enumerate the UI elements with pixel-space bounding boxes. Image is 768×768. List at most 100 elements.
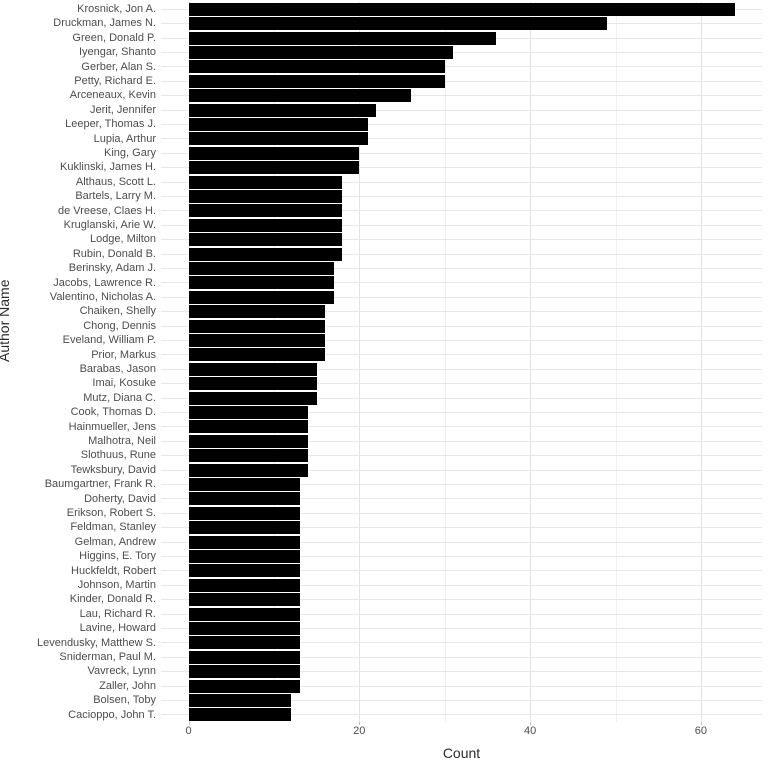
x-tick-mark-40	[530, 722, 532, 725]
y-tick-label: Iyengar, Shanto	[78, 46, 156, 59]
category-gridline	[161, 498, 762, 500]
y-tick-label: Doherty, David	[84, 492, 156, 505]
category-gridline	[161, 541, 762, 543]
y-tick-label: Kuklinski, James H.	[60, 161, 156, 174]
category-gridline	[161, 239, 762, 241]
bar-jacobs-lawrence-r	[188, 276, 334, 290]
category-gridline	[161, 570, 762, 572]
major-gridline-x-0	[188, 2, 190, 722]
bar-huckfeldt-robert	[188, 564, 300, 578]
bar-prior-markus	[188, 348, 326, 362]
bar-kruglanski-arie-w	[188, 218, 343, 232]
y-tick-label: Huckfeldt, Robert	[71, 564, 156, 577]
y-tick-label: Mutz, Diana C.	[83, 391, 156, 404]
bar-lau-richard-r	[188, 607, 300, 621]
x-axis-title: Count	[442, 745, 481, 761]
category-gridline	[161, 138, 762, 140]
category-gridline	[161, 311, 762, 313]
y-tick-label: Chaiken, Shelly	[79, 305, 156, 318]
major-gridline-x-20	[359, 2, 361, 722]
category-gridline	[161, 51, 762, 53]
y-tick-label: Leeper, Thomas J.	[65, 118, 156, 131]
x-tick-mark-20	[359, 722, 361, 725]
y-tick-label: Lavine, Howard	[79, 622, 156, 635]
y-tick-label: Rubin, Donald B.	[72, 247, 156, 260]
minor-gridline-x-10	[273, 2, 275, 722]
category-gridline	[161, 469, 762, 471]
bar-krosnick-jon-a	[188, 2, 736, 16]
category-gridline	[161, 210, 762, 212]
bar-kuklinski-james-h	[188, 161, 360, 175]
bar-gelman-andrew	[188, 535, 300, 549]
category-gridline	[161, 282, 762, 284]
category-gridline	[161, 555, 762, 557]
bar-chaiken-shelly	[188, 305, 326, 319]
category-gridline	[161, 685, 762, 687]
bar-feldman-stanley	[188, 521, 300, 535]
bar-zaller-john	[188, 679, 300, 693]
bar-baumgartner-frank-r	[188, 477, 300, 491]
y-tick-label: Lupia, Arthur	[93, 132, 156, 145]
category-gridline	[161, 195, 762, 197]
bar-barabas-jason	[188, 362, 317, 376]
bar-bartels-larry-m	[188, 189, 343, 203]
y-tick-label: Prior, Markus	[91, 348, 156, 361]
category-gridline	[161, 181, 762, 183]
y-tick-label: Arceneaux, Kevin	[69, 89, 156, 102]
category-gridline	[161, 66, 762, 68]
x-tick-label-0: 0	[185, 725, 192, 737]
y-tick-label: Jerit, Jennifer	[89, 103, 156, 116]
category-gridline	[161, 599, 762, 601]
bar-de-vreese-claes-h	[188, 204, 343, 218]
minor-gridline-x-30	[444, 2, 446, 722]
bar-lavine-howard	[188, 621, 300, 635]
bar-arceneaux-kevin	[188, 89, 411, 103]
bar-tewksbury-david	[188, 463, 309, 477]
category-gridline	[161, 383, 762, 385]
y-tick-label: Tewksbury, David	[70, 463, 156, 476]
y-tick-label: Jacobs, Lawrence R.	[53, 276, 156, 289]
y-tick-label: Erikson, Robert S.	[66, 507, 156, 519]
category-gridline	[161, 656, 762, 658]
bar-johnson-martin	[188, 578, 300, 592]
category-gridline	[161, 224, 762, 226]
y-tick-label: Johnson, Martin	[77, 579, 156, 591]
y-tick-label: Petty, Richard E.	[74, 75, 156, 87]
bar-bolsen-toby	[188, 693, 291, 707]
bar-imai-kosuke	[188, 377, 317, 391]
bar-druckman-james-n	[188, 17, 607, 31]
y-tick-label: Slothuus, Rune	[80, 449, 156, 462]
bar-althaus-scott-l	[188, 175, 343, 189]
category-gridline	[161, 339, 762, 341]
y-tick-label: Hainmueller, Jens	[68, 420, 156, 433]
y-tick-label: Chong, Dennis	[83, 319, 156, 332]
bar-mutz-diana-c	[188, 391, 317, 405]
y-tick-label: Lodge, Milton	[89, 233, 156, 246]
minor-gridline-x-50	[615, 2, 617, 722]
x-tick-mark-60	[700, 722, 702, 725]
category-gridline	[161, 368, 762, 370]
category-gridline	[161, 95, 762, 97]
plot-panel	[161, 2, 762, 722]
y-tick-label: Cacioppo, John T.	[68, 708, 156, 721]
bar-berinsky-adam-j	[188, 261, 334, 275]
y-tick-label: Malhotra, Neil	[88, 435, 156, 447]
x-tick-label-60: 60	[694, 725, 708, 737]
bar-vavreck-lynn	[188, 665, 300, 679]
y-tick-label: Gelman, Andrew	[74, 535, 156, 548]
bar-iyengar-shanto	[188, 45, 454, 59]
y-tick-label: Feldman, Stanley	[70, 521, 156, 534]
category-gridline	[161, 714, 762, 716]
bar-petty-richard-e	[188, 74, 445, 88]
bar-eveland-william-p	[188, 333, 326, 347]
y-tick-label: Kinder, Donald R.	[69, 593, 156, 606]
bar-king-gary	[188, 146, 360, 160]
y-tick-label: Eveland, William P.	[62, 334, 156, 347]
category-gridline	[161, 671, 762, 673]
bar-slothuus-rune	[188, 449, 309, 463]
bar-cacioppo-john-t	[188, 708, 291, 722]
y-tick-label: Barabas, Jason	[79, 363, 156, 375]
bar-kinder-donald-r	[188, 593, 300, 607]
category-gridline	[161, 512, 762, 514]
